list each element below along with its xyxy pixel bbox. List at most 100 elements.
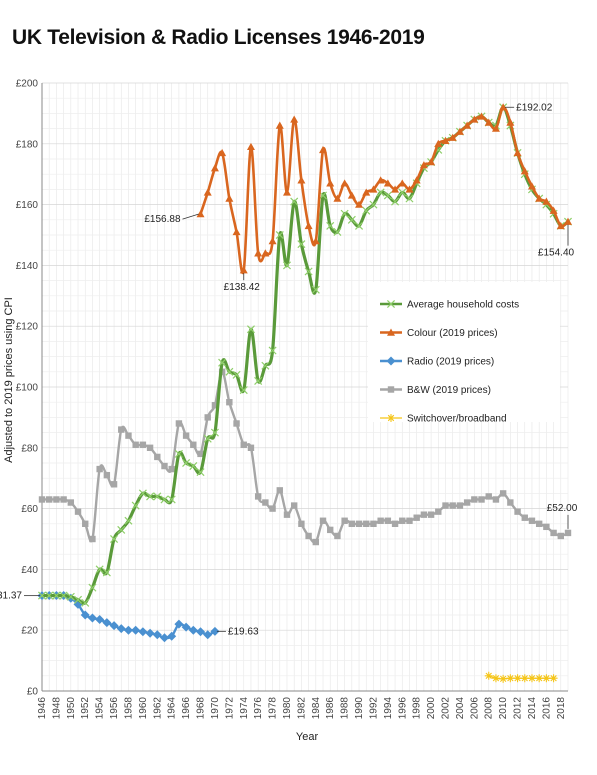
data-point (189, 462, 198, 471)
x-tick-label: 1992 (368, 697, 379, 720)
data-point (535, 674, 544, 683)
data-label: £154.40 (538, 248, 575, 259)
data-point (196, 627, 206, 637)
data-point (370, 520, 377, 527)
data-point (145, 628, 155, 638)
x-tick-label: 2006 (469, 697, 480, 720)
data-point (376, 188, 385, 197)
data-point (513, 148, 522, 157)
data-point (268, 237, 277, 245)
legend-box (368, 282, 560, 422)
data-point (398, 179, 407, 187)
data-point (102, 618, 112, 628)
legend-marker (386, 299, 396, 309)
data-point (118, 426, 125, 433)
data-point (167, 631, 177, 641)
x-tick-label: 1984 (311, 697, 322, 720)
data-point (132, 441, 139, 448)
data-point (383, 191, 392, 200)
data-point (506, 674, 515, 683)
data-point (182, 432, 190, 439)
x-tick-label: 2018 (556, 697, 567, 720)
x-tick-label: 1976 (253, 697, 264, 720)
data-point (290, 502, 298, 509)
data-point (161, 462, 168, 470)
x-tick-label: 1996 (397, 697, 408, 720)
data-point (152, 630, 162, 640)
data-point (427, 158, 436, 166)
data-point (254, 493, 262, 500)
data-point (535, 194, 544, 202)
y-tick-label: £80 (21, 443, 38, 454)
data-point (355, 200, 364, 208)
x-tick-label: 1986 (325, 697, 336, 720)
data-point (203, 434, 212, 443)
data-point (419, 161, 428, 169)
x-tick-label: 1962 (152, 697, 163, 720)
data-point (218, 148, 227, 157)
data-point (153, 492, 162, 501)
data-point (499, 490, 507, 497)
legend: Average household costs Colour (2019 pric… (368, 282, 560, 425)
data-point (312, 538, 320, 546)
legend-label: Average household costs (407, 300, 519, 311)
y-tick-label: £0 (27, 687, 39, 698)
data-point (557, 532, 564, 540)
data-point (233, 420, 240, 427)
data-point (347, 215, 356, 224)
x-tick-label: 1982 (296, 697, 307, 720)
data-point (478, 496, 485, 503)
data-point (484, 118, 493, 126)
series-colour-2019-prices (196, 103, 572, 275)
data-point (427, 511, 435, 518)
data-point (117, 525, 126, 534)
x-tick-label: 1990 (354, 697, 365, 720)
data-point (564, 529, 572, 537)
data-point (297, 176, 306, 184)
data-point (485, 493, 492, 500)
data-point (442, 502, 449, 509)
data-point (261, 249, 270, 257)
data-point (413, 514, 420, 521)
data-point (146, 492, 155, 501)
data-point (211, 402, 219, 409)
data-point (398, 188, 407, 197)
data-point (340, 209, 349, 218)
data-point (513, 674, 522, 683)
data-point (363, 520, 370, 527)
data-point (506, 118, 515, 126)
data-point (347, 191, 356, 199)
data-point (369, 200, 378, 209)
data-point (556, 221, 565, 230)
data-point (340, 179, 349, 187)
data-point (175, 420, 183, 427)
data-point (564, 217, 572, 225)
data-point (391, 185, 400, 193)
data-point (52, 591, 61, 600)
data-label: £19.63 (228, 626, 259, 637)
data-point (334, 532, 341, 540)
legend-item: Average household costs (380, 300, 519, 311)
data-point (138, 627, 148, 637)
x-tick-label: 2010 (498, 697, 509, 720)
data-point (376, 176, 385, 184)
data-point (124, 516, 133, 525)
data-point (240, 441, 247, 448)
data-point (204, 414, 211, 421)
data-point (514, 508, 521, 515)
x-tick-label: 1968 (196, 697, 207, 720)
data-point (435, 508, 442, 515)
data-point (405, 194, 414, 203)
annotation-leader (182, 213, 199, 220)
data-point (471, 496, 478, 503)
x-tick-label: 1972 (224, 697, 235, 720)
x-tick-label: 1974 (239, 697, 250, 720)
data-point (369, 185, 378, 193)
data-point (239, 386, 248, 395)
x-tick-label: 1978 (268, 697, 279, 720)
data-point (174, 449, 183, 458)
data-point (131, 625, 141, 635)
data-point (405, 185, 414, 193)
data-point (355, 520, 363, 527)
